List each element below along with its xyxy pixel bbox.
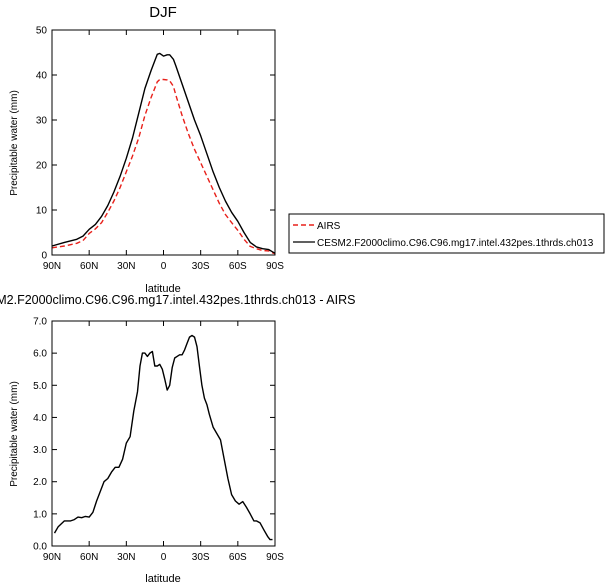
- djf-y-axis-label: Precipitable water (mm): [9, 90, 20, 196]
- difference-y-tick-label: 4.0: [33, 413, 47, 424]
- difference-y-axis-label: Precipitable water (mm): [9, 381, 20, 487]
- difference-x-tick-label: 30S: [192, 552, 210, 563]
- djf-axis-ticks: 90N 60N 30N 0 30S 60S 90S 0 10 20 30 40 50: [36, 26, 284, 273]
- djf-y-tick-label: 30: [36, 116, 48, 127]
- djf-legend: AIRS CESM2.F2000climo.C96.C96.mg17.intel…: [288, 213, 605, 254]
- djf-x-axis-label: latitude: [145, 283, 180, 295]
- difference-x-tick-label: 90S: [266, 552, 284, 563]
- difference-y-tick-label: 1.0: [33, 509, 47, 520]
- djf-panel: DJF Precipitable water (mm) latitude 90N…: [9, 4, 284, 295]
- difference-y-tick-label: 5.0: [33, 381, 47, 392]
- difference-x-tick-label: 90N: [43, 552, 61, 563]
- difference-x-tick-label: 0: [161, 552, 167, 563]
- legend-airs-label: AIRS: [317, 221, 341, 232]
- djf-y-tick-label: 0: [41, 251, 47, 262]
- djf-panel-title: DJF: [149, 4, 177, 21]
- legend-cesm-label: CESM2.F2000climo.C96.C96.mg17.intel.432p…: [317, 238, 594, 249]
- difference-x-tick-label: 60N: [80, 552, 98, 563]
- difference-y-tick-label: 0.0: [33, 542, 47, 553]
- difference-y-tick-label: 3.0: [33, 445, 47, 456]
- djf-x-tick-label: 30S: [192, 261, 210, 272]
- difference-axis-ticks: 90N 60N 30N 0 30S 60S 90S 0.0 1.0 2.0 3.0 4.0 5.0 6.0…: [33, 317, 284, 564]
- difference-y-tick-label: 2.0: [33, 477, 47, 488]
- djf-x-tick-label: 0: [161, 261, 167, 272]
- difference-series-lines: [53, 334, 273, 541]
- djf-series-line-airs: [51, 78, 276, 255]
- djf-series-line-cesm: [51, 52, 276, 254]
- djf-y-tick-label: 10: [36, 206, 48, 217]
- difference-series-line-diff: [53, 334, 273, 541]
- djf-y-tick-label: 50: [36, 26, 48, 37]
- difference-panel-title: CESM2.F2000climo.C96.C96.mg17.intel.432p…: [0, 293, 355, 307]
- difference-y-tick-label: 6.0: [33, 349, 47, 360]
- difference-x-tick-label: 60S: [229, 552, 247, 563]
- difference-plot-frame: [51, 320, 276, 547]
- djf-plot-frame: [51, 29, 276, 256]
- legend-box: [288, 213, 605, 254]
- djf-x-tick-label: 60S: [229, 261, 247, 272]
- djf-y-tick-label: 40: [36, 71, 48, 82]
- djf-x-tick-label: 60N: [80, 261, 98, 272]
- djf-series-lines: [51, 52, 276, 255]
- difference-x-tick-label: 30N: [117, 552, 135, 563]
- difference-panel: CESM2.F2000climo.C96.C96.mg17.intel.432p…: [0, 293, 355, 585]
- djf-y-tick-label: 20: [36, 161, 48, 172]
- djf-x-tick-label: 90S: [266, 261, 284, 272]
- difference-y-tick-label: 7.0: [33, 317, 47, 328]
- djf-x-tick-label: 30N: [117, 261, 135, 272]
- difference-x-axis-label: latitude: [145, 573, 180, 585]
- djf-x-tick-label: 90N: [43, 261, 61, 272]
